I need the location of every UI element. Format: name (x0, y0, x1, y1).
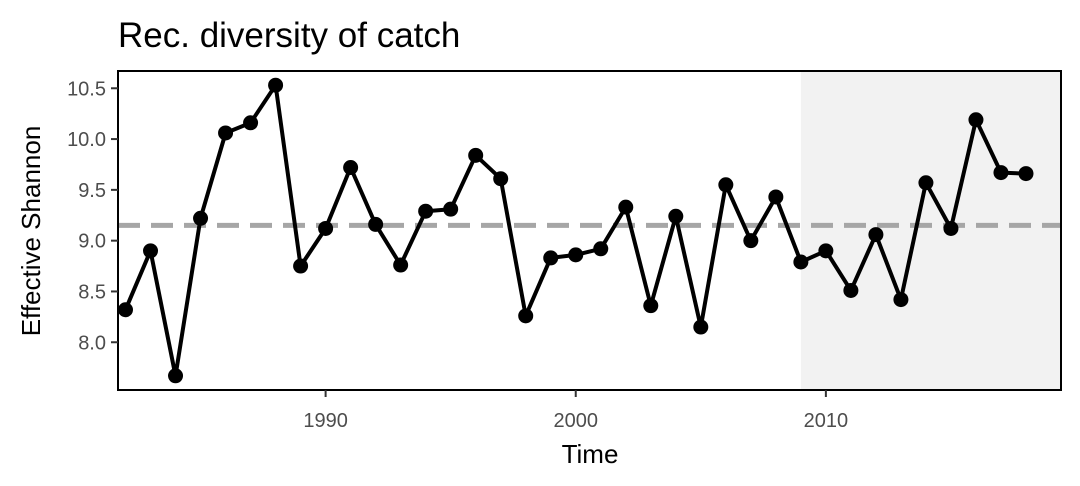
plot-area (117, 70, 1062, 391)
data-point (518, 308, 534, 324)
data-point (143, 243, 159, 259)
data-point (618, 199, 634, 215)
data-point (218, 125, 234, 141)
data-point (743, 233, 759, 249)
data-point (493, 171, 509, 187)
shaded-region (800, 71, 1061, 390)
y-axis-title: Effective Shannon (16, 126, 46, 337)
data-point (468, 147, 484, 163)
data-point (543, 250, 559, 266)
data-point (593, 241, 609, 257)
y-axis: 8.0 8.5 9.0 9.5 10.0 10.5 (67, 78, 118, 354)
data-point (818, 243, 834, 259)
data-point (843, 282, 859, 298)
data-point (968, 112, 984, 128)
data-point (193, 210, 209, 226)
data-point (318, 220, 334, 236)
data-point (993, 165, 1009, 181)
data-point (393, 257, 409, 273)
data-point (443, 201, 459, 217)
data-point (893, 292, 909, 308)
data-point (793, 254, 809, 270)
data-point (343, 160, 359, 176)
data-point (268, 77, 284, 93)
y-tick-label: 8.0 (78, 332, 106, 354)
data-point (568, 247, 584, 263)
x-axis: 1990 2000 2010 (303, 390, 848, 432)
data-point (643, 298, 659, 314)
x-tick-label: 1990 (303, 410, 348, 432)
data-point (943, 220, 959, 236)
x-tick-label: 2000 (553, 410, 598, 432)
y-tick-label: 10.5 (67, 78, 106, 100)
data-point (368, 216, 384, 232)
data-point (918, 175, 934, 191)
data-point (243, 115, 259, 131)
chart-title: Rec. diversity of catch (118, 16, 460, 55)
data-point (118, 302, 134, 318)
x-tick-label: 2010 (804, 410, 849, 432)
y-tick-label: 9.5 (78, 180, 106, 202)
data-point (293, 258, 309, 274)
data-point (418, 203, 434, 219)
data-point (718, 177, 734, 193)
data-point (868, 227, 884, 243)
x-axis-title: Time (562, 439, 619, 469)
y-tick-label: 9.0 (78, 231, 106, 253)
data-point (693, 319, 709, 335)
data-point (668, 208, 684, 224)
data-point (168, 368, 184, 384)
y-tick-label: 8.5 (78, 281, 106, 303)
plot-border (117, 70, 1062, 391)
y-tick-label: 10.0 (67, 129, 106, 151)
data-point (768, 189, 784, 205)
data-point (1018, 166, 1034, 182)
